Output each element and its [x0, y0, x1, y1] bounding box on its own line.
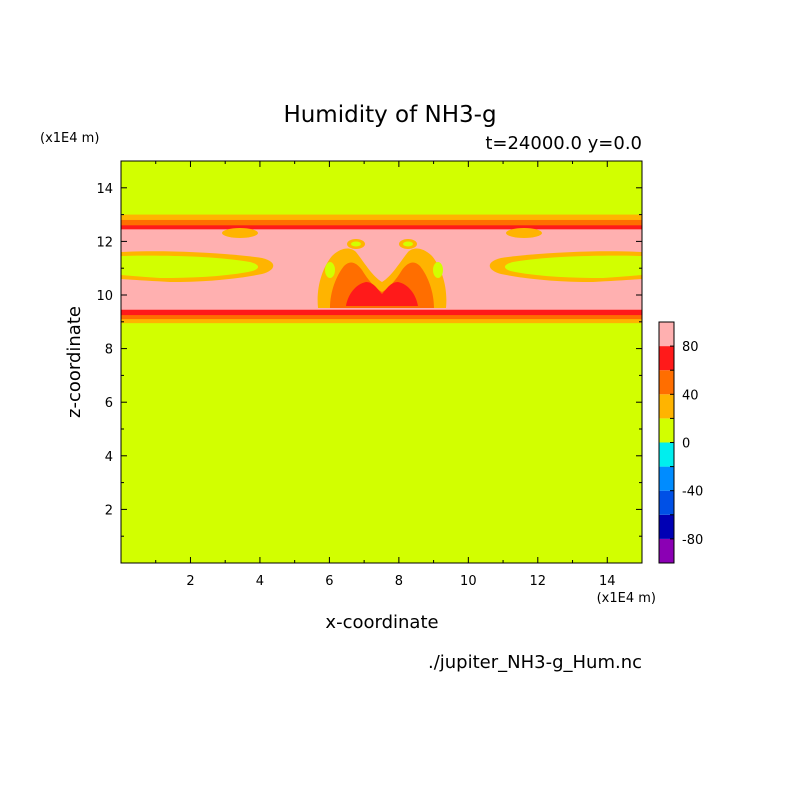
x-tick-label: 6	[325, 574, 333, 589]
colorbar-swatch	[659, 394, 674, 419]
colorbar-tick-label: 40	[682, 388, 699, 403]
x-tick-label: 8	[395, 574, 403, 589]
left-yellow-lobe-core	[121, 255, 259, 278]
x-tick-label: 2	[186, 574, 194, 589]
x-tick-label: 4	[256, 574, 264, 589]
colorbar-swatch	[659, 490, 674, 515]
colorbar-tick-label: -40	[682, 485, 703, 500]
upper-right-wisp	[506, 228, 542, 238]
colorbar-swatch	[659, 346, 674, 371]
x-tick-label: 10	[460, 574, 477, 589]
y-tick-label: 4	[105, 450, 113, 465]
x-tick-label: 14	[599, 574, 616, 589]
right-small-blob	[433, 262, 443, 278]
contour-features	[121, 228, 642, 308]
y-tick-label: 2	[105, 503, 113, 518]
colorbar-swatch	[659, 514, 674, 539]
colorbar-tick-label: 80	[682, 340, 699, 355]
y-tick-label: 6	[105, 396, 113, 411]
plot-area: 2 4 6 8 10 12 14 2 4 6 8 10 12 14	[96, 160, 643, 589]
colorbar-swatch	[659, 466, 674, 491]
y-tick-label: 8	[105, 343, 113, 358]
plot-frame	[120, 160, 643, 564]
y-axis-label: z-coordinate	[64, 306, 85, 418]
y-tick-label: 12	[96, 235, 113, 250]
colorbar-tick-label: -80	[682, 533, 703, 548]
colorbar-swatch	[659, 370, 674, 395]
y-tick-label: 14	[96, 182, 113, 197]
chart-title: Humidity of NH3-g	[283, 102, 496, 128]
x-tick-label: 12	[530, 574, 547, 589]
y-unit-label: (x1E4 m)	[40, 131, 99, 146]
x-axis-label: x-coordinate	[325, 612, 438, 633]
upper-left-wisp	[222, 228, 258, 238]
x-unit-label: (x1E4 m)	[597, 591, 656, 606]
y-tick-label: 10	[96, 289, 113, 304]
colorbar-swatch	[659, 442, 674, 467]
source-file-label: ./jupiter_NH3-g_Hum.nc	[428, 652, 642, 673]
y-axis-ticks: 2 4 6 8 10 12 14	[96, 182, 642, 537]
left-upper-blob-core	[351, 241, 361, 247]
colorbar-swatch	[659, 322, 674, 347]
left-small-blob	[325, 262, 335, 278]
right-yellow-lobe-core	[504, 255, 642, 278]
central-red-core	[346, 282, 418, 306]
chart-subtitle: t=24000.0 y=0.0	[485, 133, 642, 154]
x-axis-ticks: 2 4 6 8 10 12 14	[155, 161, 616, 589]
colorbar-swatch	[659, 418, 674, 443]
right-upper-blob-core	[403, 241, 413, 247]
colorbar-tick-label: 0	[682, 437, 690, 452]
colorbar-swatch	[659, 538, 674, 563]
colorbar: -80 -40 0 40 80	[658, 321, 703, 564]
